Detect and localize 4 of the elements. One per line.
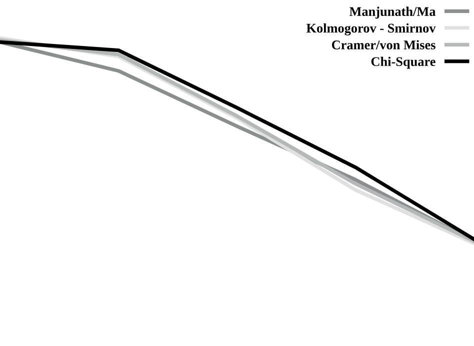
legend-label: Kolmogorov - Smirnov: [306, 23, 436, 36]
legend-label: Chi-Square: [371, 56, 436, 69]
legend-label: Manjunath/Ma: [349, 6, 436, 19]
legend-label: Cramer/von Mises: [332, 40, 436, 50]
